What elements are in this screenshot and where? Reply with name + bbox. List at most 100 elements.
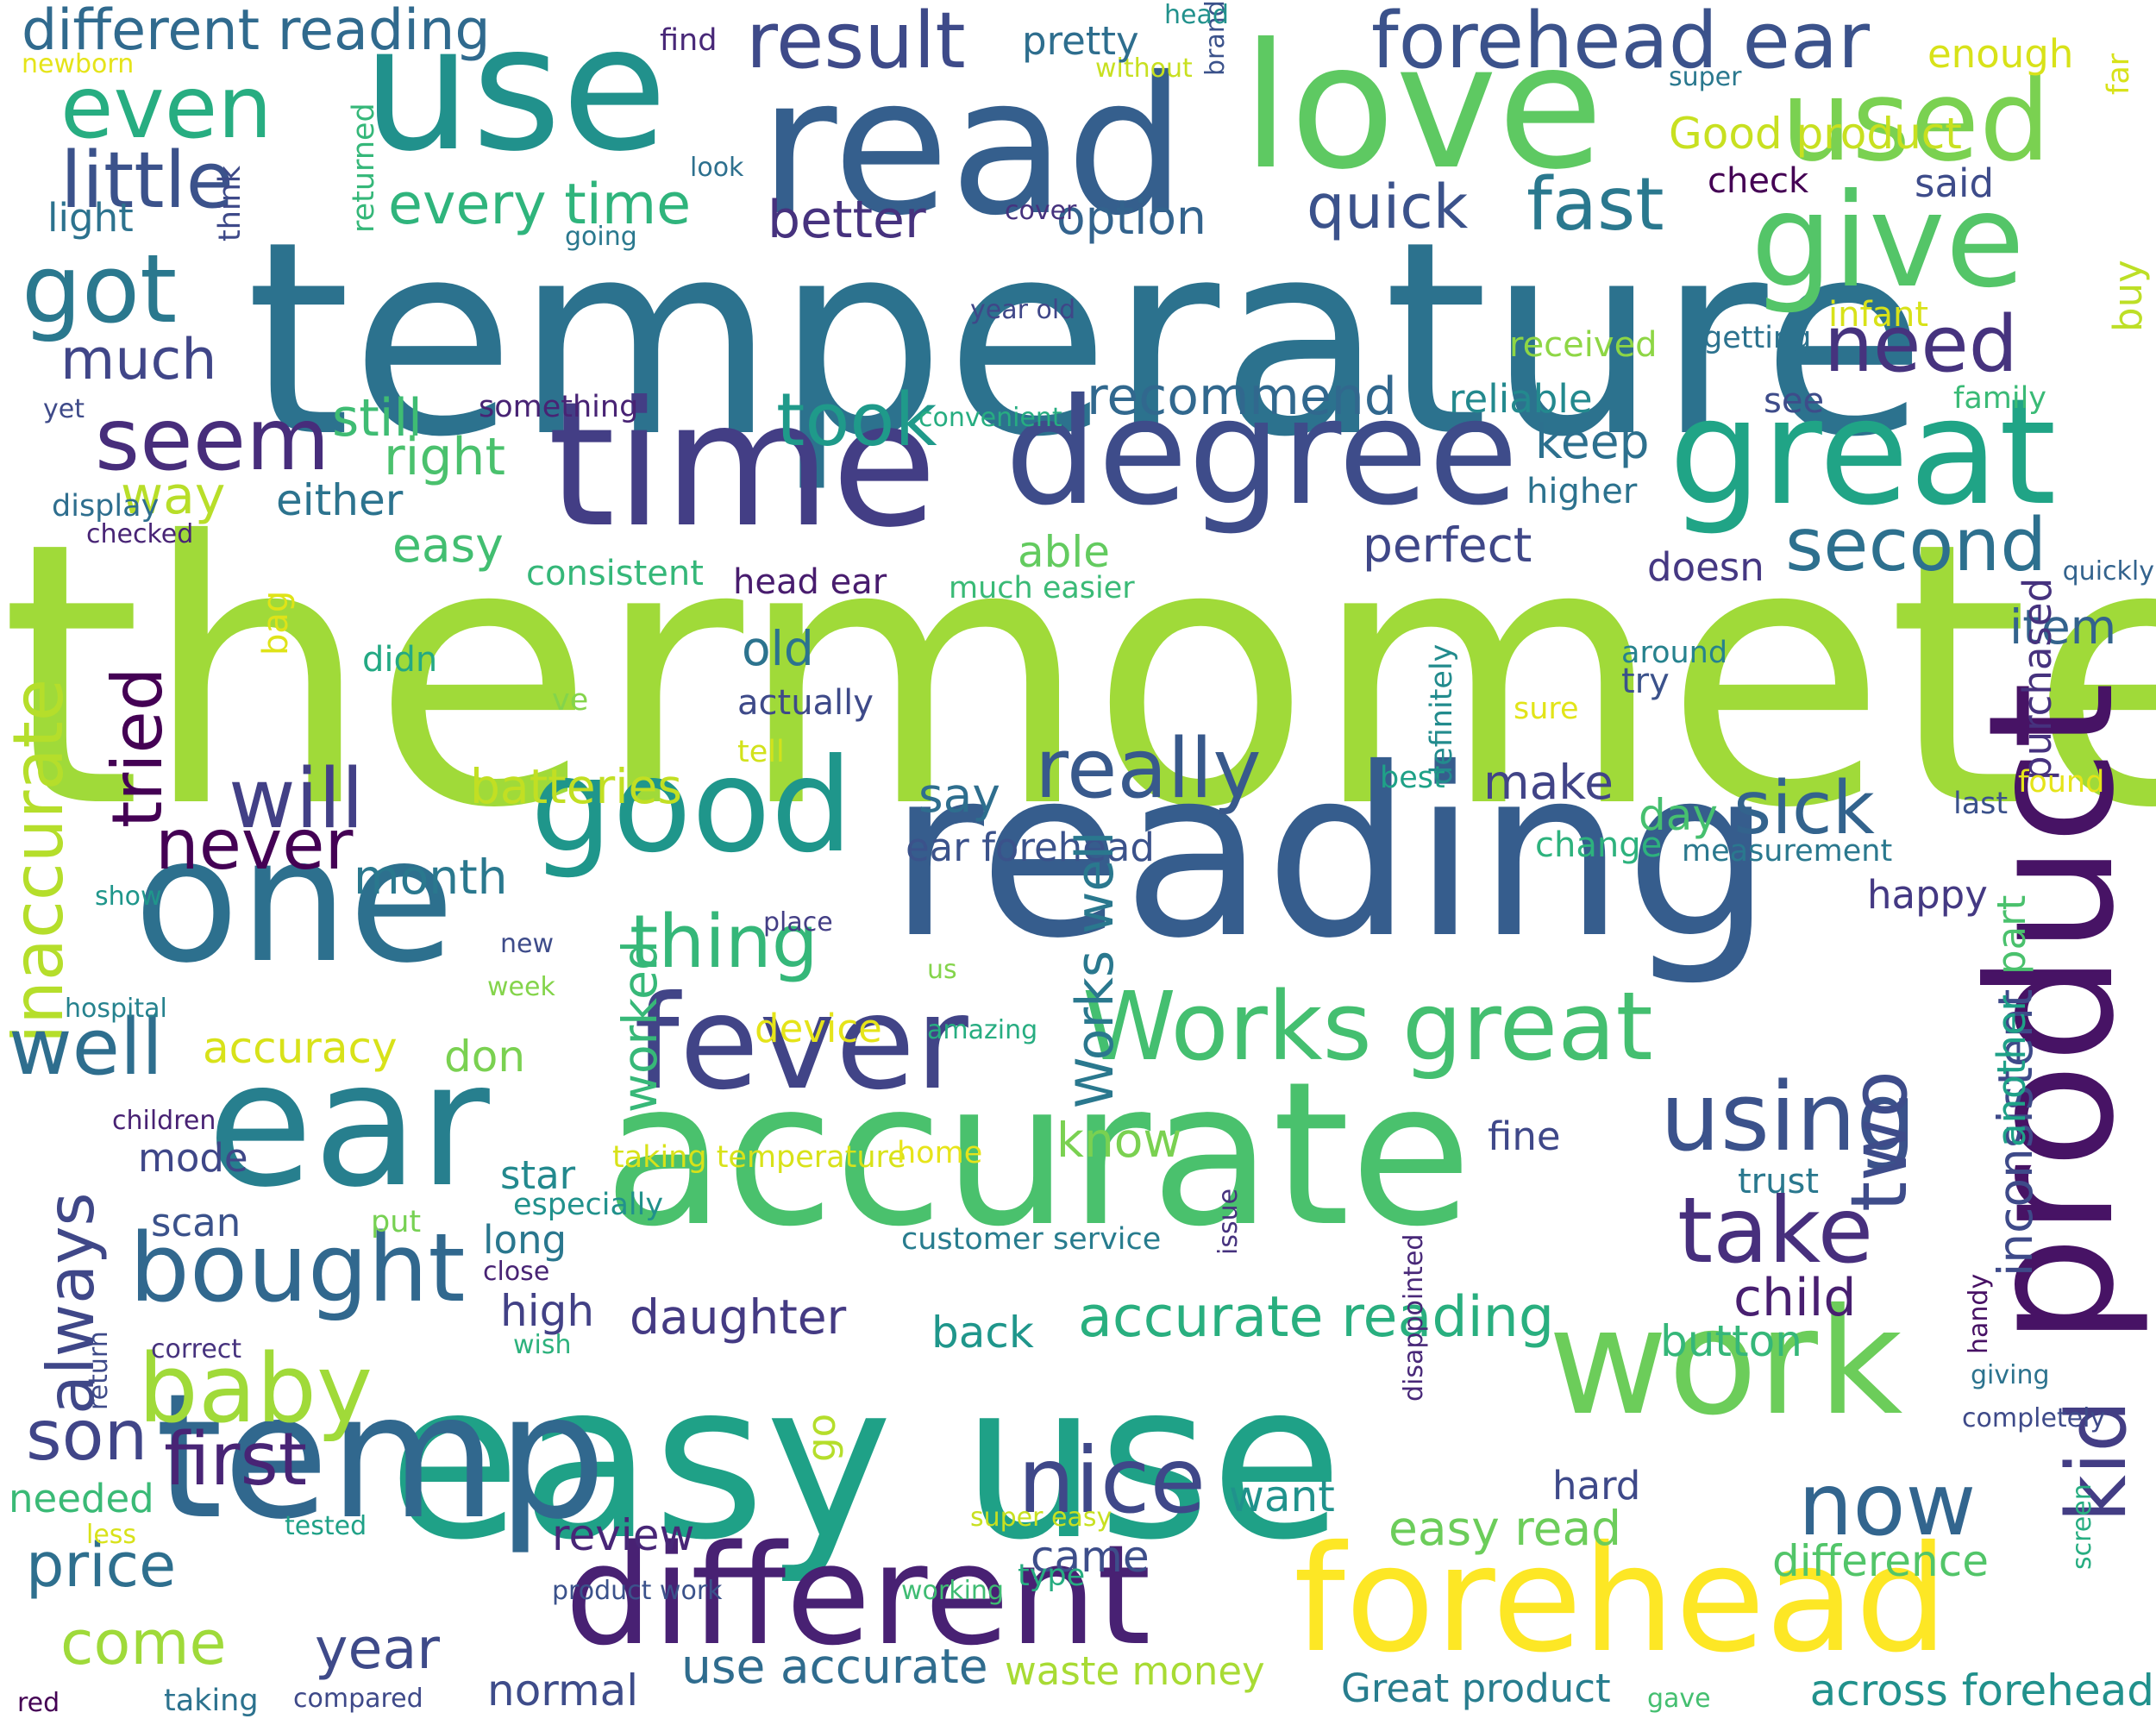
word-disappointed: disappointed (1399, 1233, 1429, 1402)
word-higher: higher (1526, 472, 1638, 511)
word-return: return (84, 1331, 114, 1410)
word-much-easier: much easier (949, 571, 1135, 605)
word-fast: fast (1526, 162, 1664, 248)
word-checked: checked (86, 519, 194, 549)
word-enough: enough (1927, 31, 2074, 77)
word-option: option (1056, 190, 1206, 245)
word-love: love (1242, 7, 1604, 208)
word-scan: scan (151, 1200, 241, 1245)
word-much: much (60, 328, 217, 392)
word-another: another (1989, 995, 2034, 1147)
word-last: last (1953, 787, 2009, 821)
word-forehead: forehead (1294, 1515, 1949, 1685)
word-new: new (500, 929, 555, 959)
word-good-product: Good product (1669, 109, 1962, 159)
word-yet: yet (43, 394, 85, 424)
word-something: something (479, 390, 639, 424)
word-easy: easy (392, 518, 504, 573)
word-without: without (1095, 53, 1193, 84)
word-able: able (1018, 527, 1111, 577)
word-ve: ve (552, 683, 589, 718)
word-better: better (768, 190, 926, 250)
word-definitely: definitely (1425, 643, 1459, 785)
word-think: think (213, 165, 248, 242)
word-reading: reading (888, 718, 1773, 989)
word-go: go (799, 1413, 844, 1462)
word-keep: keep (1535, 414, 1650, 469)
word-newborn: newborn (22, 49, 135, 79)
word-children: children (112, 1106, 216, 1136)
word-great-product: Great product (1341, 1665, 1611, 1711)
word-nice: nice (1018, 1428, 1206, 1534)
word-mode: mode (138, 1135, 248, 1181)
word-used: used (1781, 55, 2051, 186)
word-said: said (1915, 160, 1995, 206)
word-change: change (1535, 825, 1663, 865)
word-thing: thing (630, 900, 818, 985)
word-fine: fine (1488, 1113, 1561, 1159)
word-quick: quick (1307, 172, 1469, 242)
word-work: work (1548, 1277, 1903, 1448)
word-year-old: year old (970, 295, 1076, 325)
word-buy: buy (2105, 260, 2151, 332)
word-getting: getting (1703, 321, 1812, 355)
word-never: never (155, 805, 354, 885)
word-family: family (1953, 381, 2047, 416)
word-back: back (931, 1308, 1034, 1358)
word-device: device (755, 1006, 882, 1051)
word-seem: seem (95, 389, 330, 490)
word-star: star (500, 1152, 576, 1198)
word-month: month (354, 850, 508, 905)
word-type: type (1018, 1559, 1086, 1593)
word-child: child (1733, 1268, 1857, 1328)
word-check: check (1708, 161, 1809, 201)
word-doesn: doesn (1647, 544, 1764, 590)
word-works-great: Works great (1082, 971, 1653, 1082)
word-want: want (1229, 1471, 1335, 1521)
word-wish: wish (513, 1330, 572, 1360)
word-way: way (121, 466, 226, 526)
word-super-easy: super easy (970, 1502, 1112, 1533)
word-received: received (1509, 325, 1658, 365)
word-use-accurate: use accurate (681, 1639, 988, 1694)
word-came: came (1031, 1532, 1150, 1582)
word-gave: gave (1647, 1684, 1711, 1714)
word-needed: needed (9, 1476, 154, 1521)
word-don: don (444, 1032, 526, 1082)
word-high: high (500, 1286, 595, 1336)
word-taking-temperature: taking temperature (612, 1140, 906, 1175)
word-purchased: purchased (2015, 577, 2060, 781)
word-well: well (9, 1002, 163, 1093)
word-worked: worked (612, 940, 667, 1113)
word-ear: ear (207, 1025, 490, 1226)
word-result: result (746, 0, 966, 86)
word-button: button (1660, 1316, 1802, 1366)
word-inaccurate: inaccurate (0, 678, 78, 1044)
word-hospital: hospital (65, 994, 167, 1024)
word-forehead-ear: forehead ear (1371, 0, 1870, 86)
word-consistent: consistent (526, 554, 704, 593)
word-two: two (1834, 1070, 1925, 1212)
word-working: working (901, 1576, 1004, 1606)
word-red: red (17, 1688, 60, 1718)
word-going: going (565, 222, 637, 252)
word-across-forehead: across forehead (1809, 1665, 2154, 1716)
word-part: part (1989, 894, 2034, 975)
word-price: price (26, 1530, 177, 1601)
word-sick: sick (1733, 766, 1875, 851)
word-trust: trust (1738, 1162, 1820, 1201)
word-different-reading: different reading (22, 0, 491, 63)
word-actually: actually (737, 683, 874, 723)
word-normal: normal (487, 1665, 639, 1716)
word-show: show (95, 881, 162, 912)
word-old: old (742, 621, 814, 676)
word-difference: difference (1772, 1536, 1990, 1586)
word-put: put (371, 1205, 422, 1239)
word-took: took (776, 378, 937, 463)
word-item: item (2009, 599, 2117, 655)
word-will: will (229, 752, 364, 847)
word-taking: taking (164, 1684, 259, 1718)
word-waste-money: waste money (1005, 1648, 1265, 1694)
word-correct: correct (151, 1334, 242, 1364)
